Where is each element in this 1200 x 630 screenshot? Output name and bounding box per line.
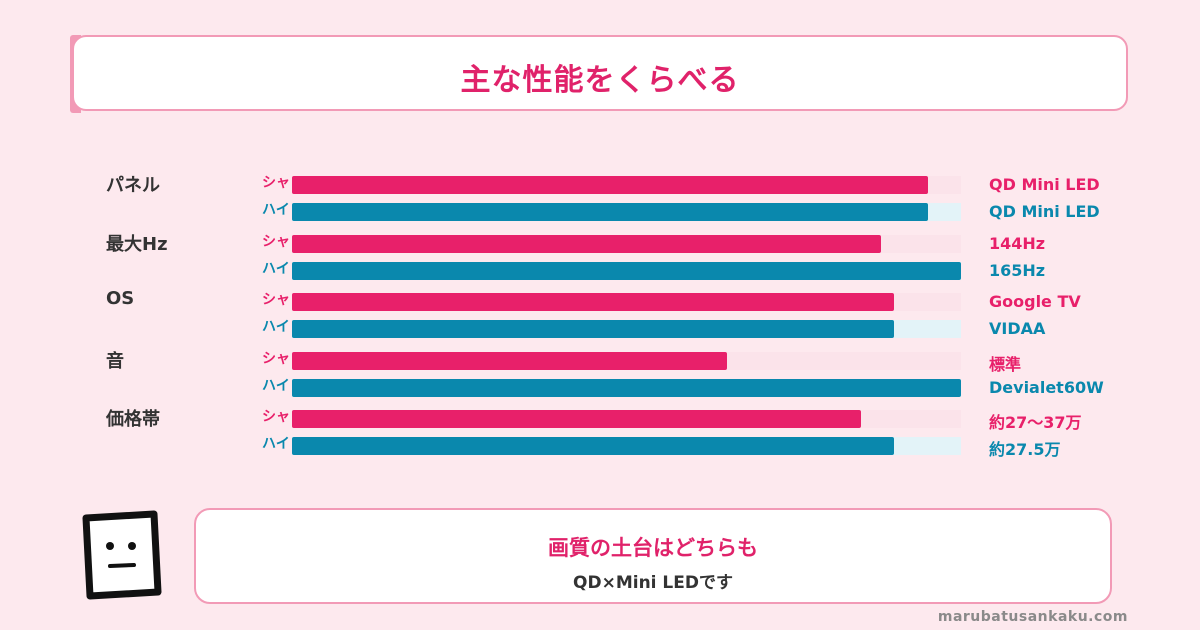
value-label: QD Mini LED — [989, 202, 1100, 221]
title-box: 主な性能をくらべる — [72, 35, 1128, 111]
series-label: シャ — [262, 292, 290, 308]
bar-track — [292, 261, 961, 280]
bar — [292, 234, 881, 253]
series-label: シャ — [262, 409, 290, 425]
series-label: ハイ — [262, 319, 290, 335]
category-label: パネル — [106, 175, 160, 196]
value-label: Google TV — [989, 292, 1081, 311]
bar-track — [292, 410, 961, 428]
bar — [292, 293, 894, 311]
bar-track — [292, 293, 961, 311]
value-label: 165Hz — [989, 260, 1046, 280]
series-label: ハイ — [262, 377, 290, 394]
value-label: 約27.5万 — [989, 440, 1061, 459]
category-label: 音 — [106, 350, 124, 372]
bar — [292, 261, 961, 280]
bar — [292, 176, 928, 194]
page-title: 主な性能をくらべる — [460, 63, 740, 98]
bar-track — [292, 203, 961, 221]
series-label: シャ — [262, 350, 290, 367]
series-label: ハイ — [262, 202, 290, 218]
bar-track — [292, 234, 961, 253]
bar — [292, 351, 727, 370]
bar — [292, 410, 861, 428]
value-label: 標準 — [989, 354, 1022, 374]
bar-track — [292, 437, 961, 455]
bar — [292, 378, 961, 397]
value-label: VIDAA — [989, 319, 1046, 338]
message-headline: 画質の土台はどちらも — [548, 536, 758, 560]
bar-track — [292, 176, 961, 194]
bar-track — [292, 351, 961, 370]
site-url: marubatusankaku.com — [937, 609, 1128, 625]
message-subline: QD×Mini LEDです — [573, 573, 733, 593]
series-label: シャ — [262, 175, 290, 191]
mascot-face-icon — [80, 510, 164, 604]
value-label: 約27〜37万 — [989, 413, 1082, 432]
value-label: QD Mini LED — [989, 175, 1100, 194]
bar — [292, 203, 928, 221]
category-label: 価格帯 — [106, 409, 160, 430]
category-label: 最大Hz — [106, 233, 168, 255]
series-label: ハイ — [262, 260, 290, 277]
message-bubble: 画質の土台はどちらも QD×Mini LEDです — [194, 508, 1112, 604]
series-label: ハイ — [262, 436, 290, 452]
bar-track — [292, 320, 961, 338]
series-label: シャ — [262, 233, 290, 250]
value-label: 144Hz — [989, 233, 1046, 253]
bar-track — [292, 378, 961, 397]
bar — [292, 437, 894, 455]
value-label: Devialet60W — [989, 377, 1104, 397]
bar — [292, 320, 894, 338]
category-label: OS — [106, 288, 135, 309]
